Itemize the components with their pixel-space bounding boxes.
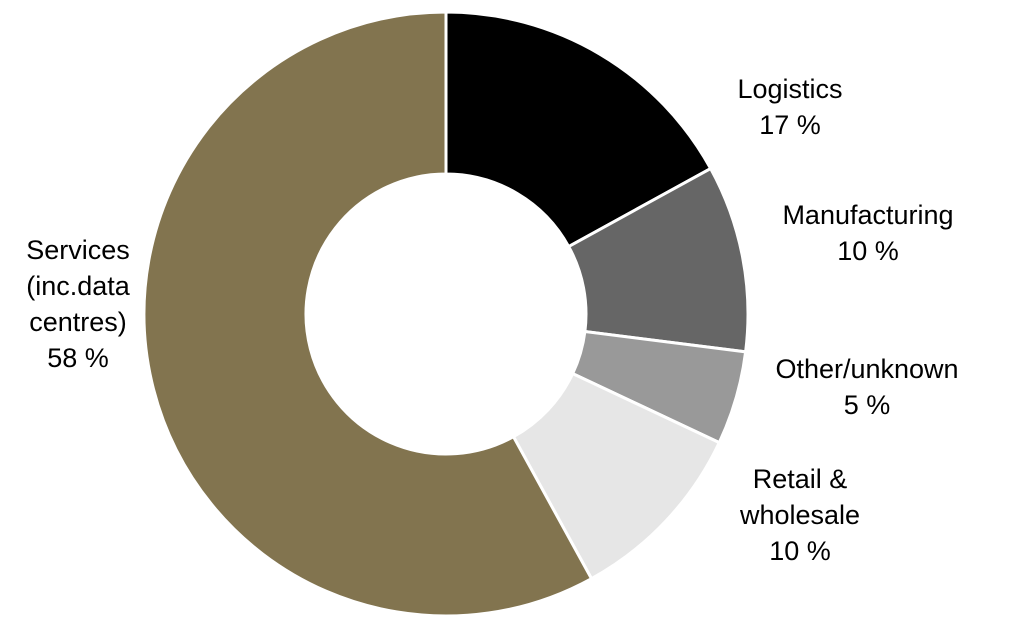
slice-labels: Logistics 17 % Manufacturing 10 % Other/unkn… bbox=[26, 74, 958, 566]
label-logistics: Logistics 17 % bbox=[737, 74, 842, 140]
slice-name-label: Manufacturing bbox=[782, 200, 953, 230]
slice-name-label: (inc.data bbox=[26, 271, 131, 301]
label-services-inc-data-centres: Services (inc.data centres) 58 % bbox=[26, 235, 131, 373]
slice-logistics bbox=[444, 10, 713, 249]
slice-name-label: centres) bbox=[29, 307, 127, 337]
slice-name-label: Other/unknown bbox=[775, 354, 958, 384]
slice-value-label: 58 % bbox=[47, 343, 109, 373]
label-manufacturing: Manufacturing 10 % bbox=[782, 200, 953, 266]
slice-name-label: wholesale bbox=[739, 500, 860, 530]
slice-name-label: Retail & bbox=[753, 464, 848, 494]
slice-value-label: 10 % bbox=[837, 236, 899, 266]
slice-services-inc-data-centres bbox=[142, 10, 594, 618]
slice-value-label: 5 % bbox=[844, 390, 891, 420]
label-other-unknown: Other/unknown 5 % bbox=[775, 354, 958, 420]
label-retail-wholesale: Retail & wholesale 10 % bbox=[739, 464, 860, 566]
donut-slices bbox=[142, 10, 750, 618]
slice-name-label: Services bbox=[26, 235, 130, 265]
slice-manufacturing bbox=[566, 166, 750, 354]
slice-value-label: 17 % bbox=[759, 110, 821, 140]
slice-name-label: Logistics bbox=[737, 74, 842, 104]
slice-value-label: 10 % bbox=[769, 536, 831, 566]
